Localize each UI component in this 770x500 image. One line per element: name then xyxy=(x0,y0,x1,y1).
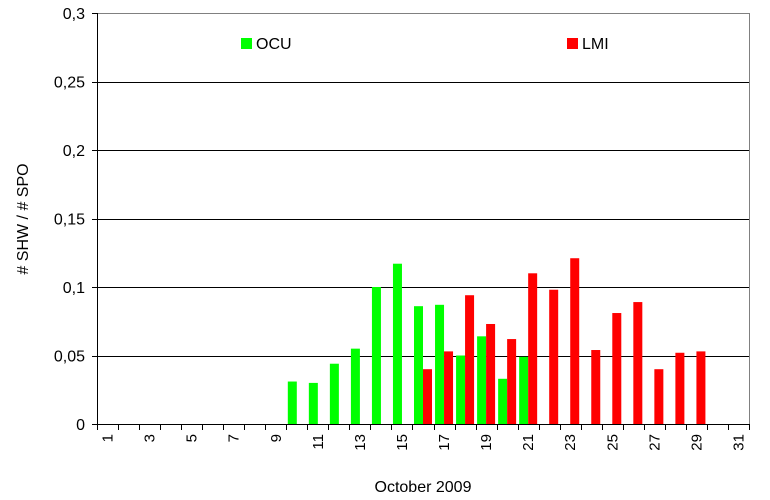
legend-label-lmi: LMI xyxy=(582,36,609,53)
bars xyxy=(287,258,706,424)
x-axis-tick-labels: 1 3 5 7 9 11 13 15 17 19 21 23 25 27 29 31 xyxy=(100,434,748,451)
x-axis-ticks xyxy=(92,13,750,430)
x-tick-label: 27 xyxy=(646,434,663,451)
legend-swatch-lmi xyxy=(567,38,578,49)
bar-ocu-20 xyxy=(498,378,508,424)
bar-lmi-19 xyxy=(486,323,496,424)
x-tick-label: 11 xyxy=(310,434,327,450)
bar-ocu-19 xyxy=(477,336,487,424)
x-tick-label: 17 xyxy=(436,434,453,451)
bar-lmi-24 xyxy=(591,350,601,424)
y-axis-label: # SHW / # SPO xyxy=(15,163,32,274)
x-axis-label: October 2009 xyxy=(375,479,472,496)
bar-lmi-26 xyxy=(633,302,643,424)
y-tick-label: 0,05 xyxy=(54,349,85,366)
y-tick-label: 0,2 xyxy=(63,143,85,160)
bar-ocu-13 xyxy=(350,348,360,424)
bar-lmi-16 xyxy=(423,369,432,424)
y-tick-label: 0 xyxy=(76,417,85,434)
bar-lmi-20 xyxy=(507,339,517,424)
bar-ocu-17 xyxy=(435,304,445,424)
x-tick-label: 9 xyxy=(268,434,285,442)
x-tick-label: 1 xyxy=(100,434,117,442)
bar-ocu-21 xyxy=(519,356,529,424)
x-tick-label: 3 xyxy=(142,434,159,442)
x-tick-label: 19 xyxy=(478,434,495,451)
bar-ocu-12 xyxy=(329,363,339,424)
x-tick-label: 25 xyxy=(604,434,621,451)
x-tick-label: 15 xyxy=(394,434,411,451)
bar-lmi-29 xyxy=(696,351,706,424)
y-tick-label: 0,1 xyxy=(63,280,85,297)
x-tick-label: 21 xyxy=(520,434,537,451)
y-axis-tick-labels: 0 0,05 0,1 0,15 0,2 0,25 0,3 xyxy=(54,6,85,434)
bar-ocu-15 xyxy=(392,263,402,424)
gridlines xyxy=(97,13,749,357)
bar-ocu-16 xyxy=(414,306,423,424)
x-tick-label: 13 xyxy=(352,434,369,451)
bar-ocu-18 xyxy=(456,355,466,424)
legend-label-ocu: OCU xyxy=(256,36,292,53)
legend-swatch-ocu xyxy=(241,38,252,49)
bar-lmi-17 xyxy=(444,351,454,424)
bar-lmi-18 xyxy=(465,295,475,424)
x-tick-label: 29 xyxy=(688,434,705,451)
bar-ocu-10 xyxy=(287,381,297,424)
y-tick-label: 0,15 xyxy=(54,212,85,229)
y-tick-label: 0,25 xyxy=(54,75,85,92)
bar-lmi-23 xyxy=(570,258,580,424)
bar-ocu-14 xyxy=(371,287,381,424)
legend: OCU LMI xyxy=(241,36,609,53)
x-tick-label: 23 xyxy=(562,434,579,451)
x-tick-label: 7 xyxy=(226,434,243,442)
x-tick-label: 31 xyxy=(730,434,747,451)
bar-lmi-27 xyxy=(654,369,664,424)
bar-lmi-28 xyxy=(675,352,685,424)
bar-lmi-22 xyxy=(549,289,559,424)
bar-lmi-25 xyxy=(612,313,622,424)
bar-lmi-21 xyxy=(528,273,538,424)
x-tick-label: 5 xyxy=(184,434,201,442)
bar-ocu-11 xyxy=(308,382,318,424)
y-tick-label: 0,3 xyxy=(63,6,85,23)
